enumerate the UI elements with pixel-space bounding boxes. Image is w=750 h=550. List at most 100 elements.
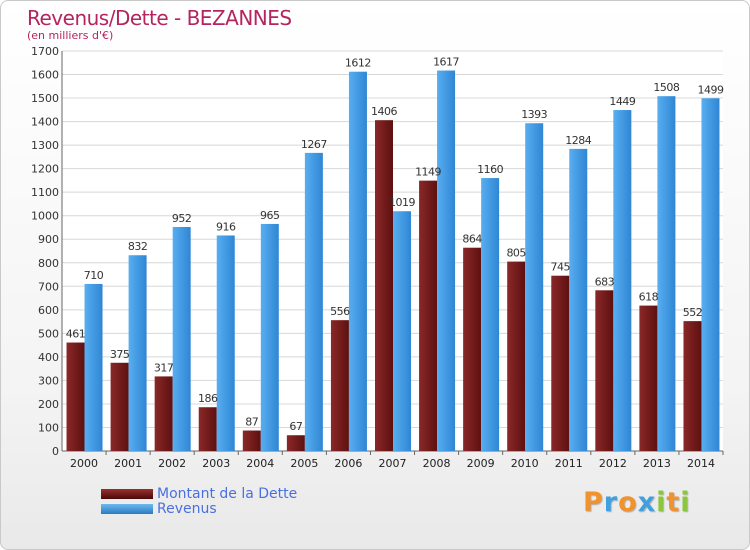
x-tick-label: 2003 [202,457,230,470]
data-label-revenus: 832 [128,240,148,253]
logo-letter: x [637,487,657,518]
data-label-revenus: 1393 [521,108,547,121]
data-label-revenus: 1499 [697,83,723,96]
x-tick-label: 2008 [423,457,451,470]
data-label-dette: 87 [245,416,258,429]
bar-dette [330,320,349,451]
chart-title: Revenus/Dette - BEZANNES [27,6,292,30]
bar-dette [639,305,658,451]
data-label-dette: 864 [462,233,482,246]
bar-revenus [613,110,632,451]
data-label-revenus: 1160 [477,163,503,176]
bar-revenus [348,71,367,452]
y-tick-label: 1100 [31,186,59,199]
bar-dette [198,407,217,451]
data-label-dette: 805 [506,247,526,260]
data-label-dette: 1149 [415,166,441,179]
bar-dette [595,290,614,451]
x-tick-label: 2010 [511,457,539,470]
x-tick-label: 2000 [70,457,98,470]
bar-revenus [216,235,235,451]
logo-letter: o [618,487,638,518]
data-label-revenus: 916 [216,220,236,233]
bar-revenus [84,283,103,451]
legend-swatch-revenus [101,504,153,514]
logo-letter: i [680,487,691,518]
x-tick-label: 2009 [467,457,495,470]
y-tick-label: 1300 [31,139,59,152]
data-label-dette: 317 [154,361,174,374]
bar-revenus [657,96,676,452]
data-label-revenus: 1019 [389,196,415,209]
x-tick-label: 2001 [114,457,142,470]
data-label-revenus: 1449 [609,95,635,108]
x-tick-label: 2004 [246,457,274,470]
logo-letter: r [603,487,619,518]
bar-dette [683,321,702,451]
data-label-dette: 683 [595,275,615,288]
data-label-revenus: 1612 [345,57,371,70]
y-tick-label: 0 [52,445,59,458]
data-label-dette: 618 [639,291,659,304]
bar-revenus [393,211,411,451]
chart-subtitle: (en milliers d'€) [27,29,114,42]
x-tick-label: 2007 [379,457,407,470]
y-tick-label: 1700 [31,45,59,58]
bar-dette [66,342,85,451]
y-tick-label: 700 [38,280,59,293]
data-label-revenus: 965 [260,209,280,222]
legend-swatch-dette [101,489,153,499]
y-tick-label: 500 [38,327,59,340]
y-tick-label: 1500 [31,92,59,105]
y-tick-label: 400 [38,351,59,364]
legend-label-revenus: Revenus [157,501,217,517]
data-label-dette: 745 [551,261,571,274]
x-tick-label: 2006 [334,457,362,470]
y-tick-label: 1600 [31,69,59,82]
bar-revenus [304,152,323,451]
logo-letter: P [583,487,604,518]
data-label-revenus: 1617 [433,56,459,69]
y-tick-label: 100 [38,421,59,434]
x-tick-label: 2014 [687,457,715,470]
bar-revenus [569,148,588,451]
data-label-dette: 375 [110,348,130,361]
y-tick-label: 1400 [31,116,59,129]
y-tick-label: 300 [38,374,59,387]
bar-revenus [437,70,456,451]
bar-dette [110,362,129,451]
data-label-revenus: 1267 [301,138,327,151]
y-tick-label: 1200 [31,163,59,176]
bar-revenus [525,123,544,451]
data-label-dette: 67 [289,420,302,433]
bar-revenus [260,223,279,451]
bar-dette [286,435,305,451]
bar-dette [507,261,526,451]
data-label-revenus: 1284 [565,134,591,147]
y-tick-label: 800 [38,257,59,270]
y-tick-label: 600 [38,304,59,317]
bar-revenus [481,178,500,451]
logo-letter: i [656,487,667,518]
proxiti-logo: Proxiti [583,487,691,518]
data-label-revenus: 952 [172,212,192,225]
x-tick-label: 2011 [555,457,583,470]
bar-revenus [701,98,720,451]
data-label-dette: 461 [66,328,86,341]
legend-label-dette: Montant de la Dette [157,486,298,502]
logo-letter: t [666,487,681,518]
bar-dette [419,180,438,451]
y-tick-label: 1000 [31,210,59,223]
data-label-dette: 552 [683,306,703,319]
bar-revenus [128,255,147,451]
x-tick-label: 2013 [643,457,671,470]
data-label-dette: 186 [198,392,218,405]
x-tick-label: 2002 [158,457,186,470]
data-label-dette: 556 [330,305,350,318]
data-label-revenus: 710 [84,269,104,282]
bar-dette [242,430,261,451]
bar-revenus [172,227,191,451]
y-tick-label: 900 [38,233,59,246]
